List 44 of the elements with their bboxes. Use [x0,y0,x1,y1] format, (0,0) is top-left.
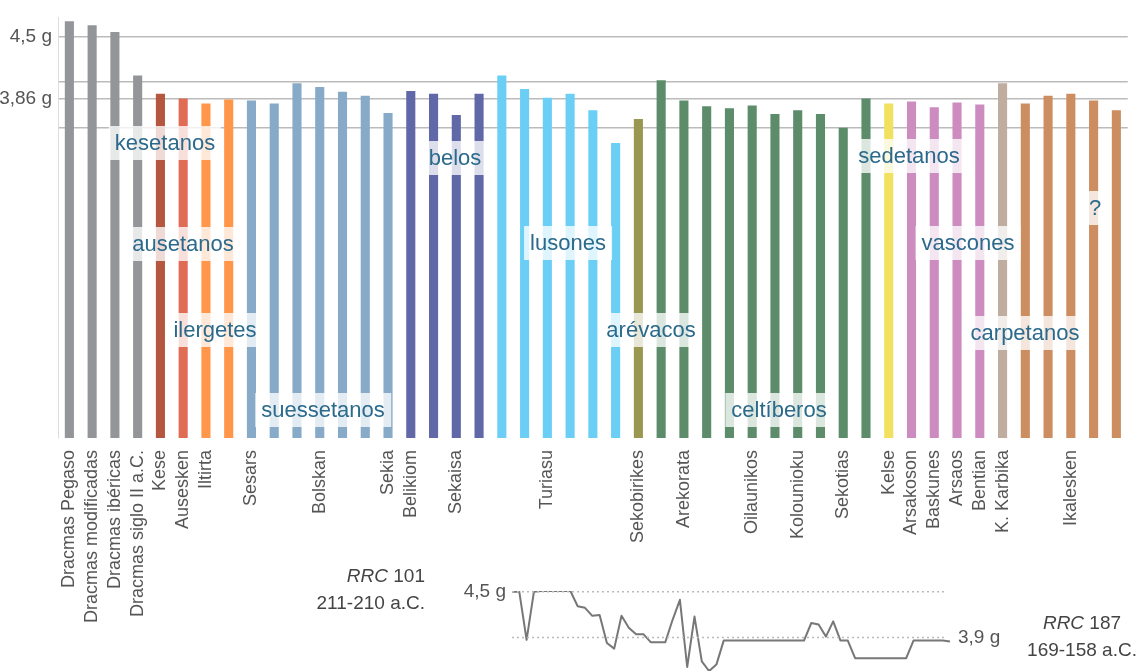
x-tick-label: Sekotias [832,450,853,520]
x-tick-label: Sesars [240,450,261,507]
x-tick-label: Sekobirikes [627,450,648,544]
x-tick-label: K. Karbika [991,449,1012,534]
x-tick-label: Dracmas modificadas [81,450,102,624]
text: 211-210 a.C. [316,592,425,614]
x-tick-label: Bentian [968,450,989,512]
x-tick-label: Kelse [877,450,898,496]
x-tick-label: Arekorata [672,449,693,529]
x-tick-label: Arsaos [946,450,966,507]
x-tick-label: Iltirta [194,449,215,490]
annotation: ausetanos [126,227,240,261]
annotation: belos [422,141,488,175]
x-tick-label: Baskunes [923,450,944,530]
annotation: carpetanos [964,316,1086,350]
x-tick-label: Turiasu [536,450,557,510]
annotation: sedetanos [852,139,966,173]
text: 169-158 a.C. [1027,639,1137,661]
x-tick-label: Sekaisa [445,449,466,515]
x-tick-label: Dracmas siglo II a.C. [126,450,147,618]
text: RRC 101 [346,565,425,587]
x-tick-label: Belikiom [399,450,420,519]
annotation: arévacos [600,313,702,347]
x-tick-label: Kolounioku [786,450,807,540]
x-tick-label: Bolskan [308,450,329,515]
annotation: vascones [915,226,1021,260]
annotation: celtíberos [725,393,833,427]
x-tick-label: Dracmas Pegaso [58,450,79,589]
x-tick-label: Arsakoson [900,450,921,536]
x-tick-label: Dracmas ibéricas [103,450,124,590]
ref-line-label: 3,9 g [958,625,1001,647]
annotation: ilergetes [167,313,263,347]
x-tick-label: Sekia [376,449,397,496]
annotation: suessetanos [255,393,391,427]
annotation: lusones [524,226,612,260]
x-tick-label: Ausesken [172,450,193,530]
text: RRC 187 [1042,612,1122,634]
x-tick-label: Kese [149,450,170,492]
ref-line-label: 4,5 g [463,580,506,602]
annotation: kesetanos [108,126,222,160]
y-tick-label: 3,86 g [0,86,52,108]
annotation: ? [1082,191,1108,225]
x-tick-label: Oilaunikos [741,450,762,535]
x-tick-label: Ikalesken [1059,450,1080,527]
